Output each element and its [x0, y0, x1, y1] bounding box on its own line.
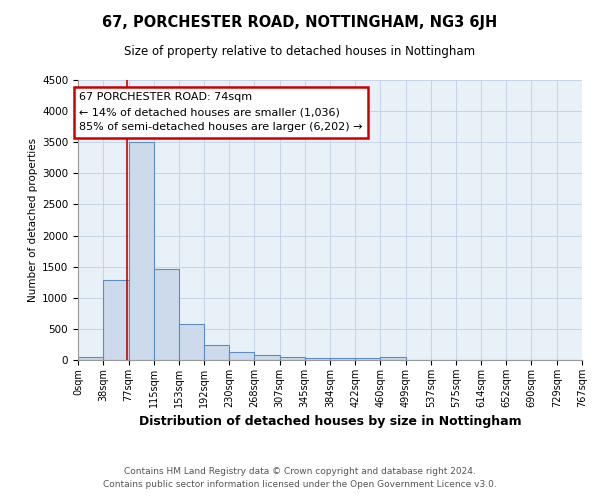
Bar — [305, 358, 331, 360]
Y-axis label: Number of detached properties: Number of detached properties — [28, 138, 38, 302]
Bar — [204, 345, 229, 360]
Bar — [128, 142, 154, 360]
Text: Contains public sector information licensed under the Open Government Licence v3: Contains public sector information licen… — [103, 480, 497, 489]
Bar — [380, 356, 406, 360]
Text: Size of property relative to detached houses in Nottingham: Size of property relative to detached ho… — [124, 45, 476, 58]
Bar — [280, 356, 305, 360]
Bar — [78, 357, 103, 360]
Bar — [103, 280, 128, 360]
Text: 67 PORCHESTER ROAD: 74sqm
← 14% of detached houses are smaller (1,036)
85% of se: 67 PORCHESTER ROAD: 74sqm ← 14% of detac… — [79, 92, 363, 132]
Bar — [179, 324, 204, 360]
Bar — [254, 354, 280, 360]
Bar — [154, 268, 179, 360]
Text: 67, PORCHESTER ROAD, NOTTINGHAM, NG3 6JH: 67, PORCHESTER ROAD, NOTTINGHAM, NG3 6JH — [103, 15, 497, 30]
X-axis label: Distribution of detached houses by size in Nottingham: Distribution of detached houses by size … — [139, 416, 521, 428]
Bar — [229, 352, 254, 360]
Bar — [355, 358, 380, 360]
Bar — [331, 358, 355, 360]
Text: Contains HM Land Registry data © Crown copyright and database right 2024.: Contains HM Land Registry data © Crown c… — [124, 467, 476, 476]
